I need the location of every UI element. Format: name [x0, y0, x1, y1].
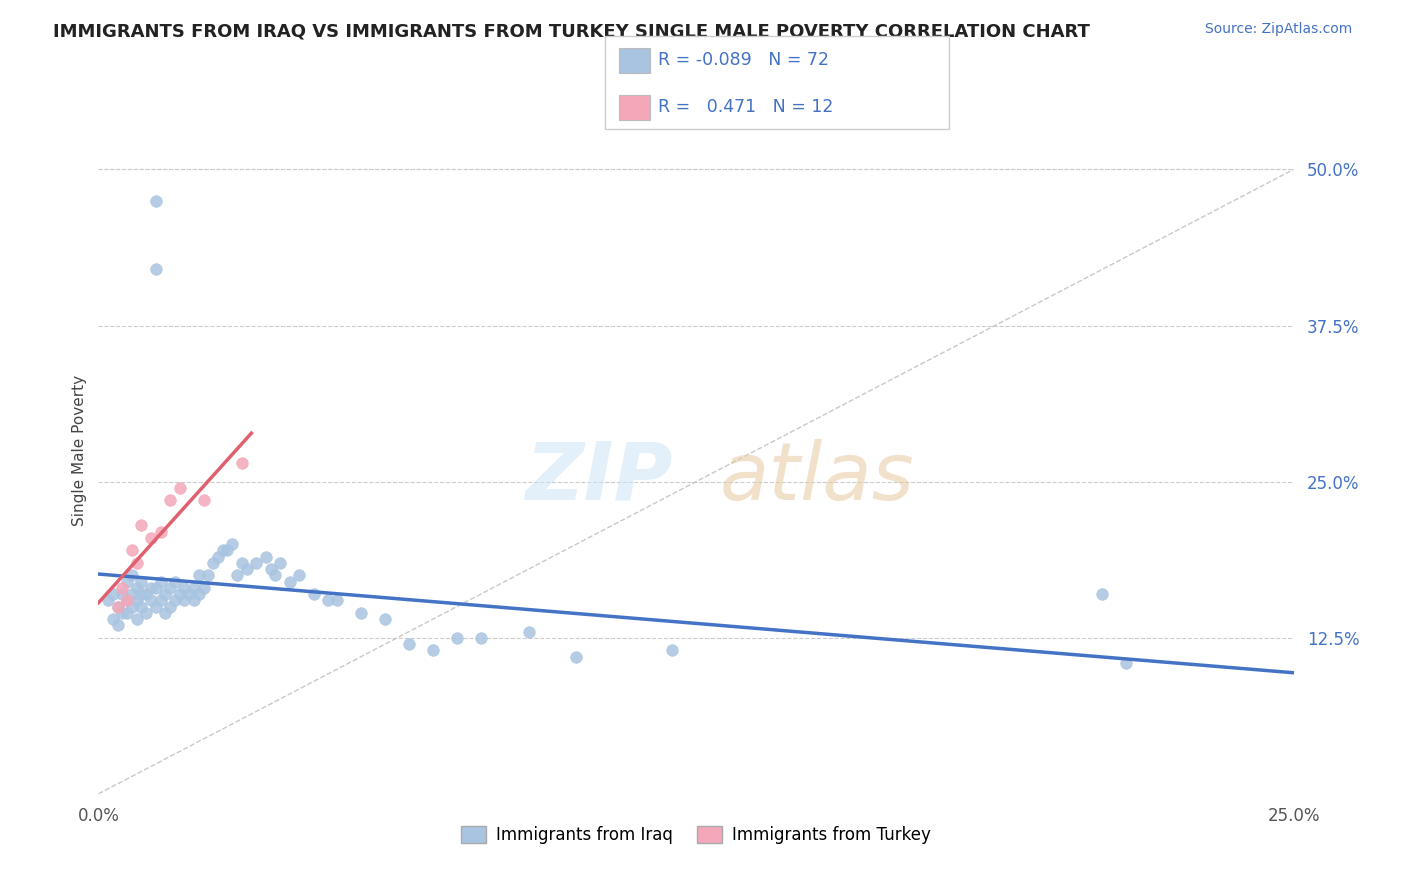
- Point: [231, 556, 253, 570]
- Point: [235, 562, 257, 576]
- Point: [470, 631, 492, 645]
- Point: [350, 606, 373, 620]
- Point: [1091, 587, 1114, 601]
- Point: [226, 568, 249, 582]
- Point: [163, 593, 186, 607]
- Point: [101, 587, 124, 601]
- Point: [193, 493, 215, 508]
- Point: [115, 574, 138, 589]
- Text: ZIP: ZIP: [524, 439, 672, 517]
- Point: [125, 593, 148, 607]
- Point: [221, 537, 243, 551]
- Point: [173, 581, 195, 595]
- Point: [231, 456, 253, 470]
- Text: R =   0.471   N = 12: R = 0.471 N = 12: [658, 98, 834, 116]
- Point: [187, 587, 209, 601]
- Point: [169, 587, 191, 601]
- Point: [288, 568, 311, 582]
- Point: [245, 556, 267, 570]
- Point: [125, 581, 148, 595]
- Point: [446, 631, 468, 645]
- Point: [97, 593, 120, 607]
- Point: [217, 543, 239, 558]
- Point: [183, 593, 205, 607]
- Point: [111, 606, 134, 620]
- Point: [259, 562, 281, 576]
- Point: [187, 568, 209, 582]
- Point: [121, 587, 143, 601]
- Point: [193, 581, 215, 595]
- Point: [149, 524, 172, 539]
- Point: [163, 574, 186, 589]
- Point: [115, 606, 138, 620]
- Text: R = -0.089   N = 72: R = -0.089 N = 72: [658, 51, 830, 69]
- Point: [173, 593, 195, 607]
- Point: [155, 606, 177, 620]
- Point: [101, 612, 124, 626]
- Point: [422, 643, 444, 657]
- Point: [121, 599, 143, 614]
- Point: [131, 587, 153, 601]
- Point: [135, 606, 157, 620]
- Point: [145, 262, 167, 277]
- Point: [115, 593, 138, 607]
- Point: [1115, 656, 1137, 670]
- Point: [131, 574, 153, 589]
- Point: [121, 543, 143, 558]
- Point: [179, 587, 201, 601]
- Y-axis label: Single Male Poverty: Single Male Poverty: [72, 375, 87, 526]
- Text: Source: ZipAtlas.com: Source: ZipAtlas.com: [1205, 22, 1353, 37]
- Point: [131, 599, 153, 614]
- Point: [159, 599, 181, 614]
- Point: [115, 593, 138, 607]
- Point: [159, 493, 181, 508]
- Point: [107, 599, 129, 614]
- Point: [145, 581, 167, 595]
- Point: [125, 612, 148, 626]
- Point: [278, 574, 301, 589]
- Point: [111, 581, 134, 595]
- Point: [139, 593, 162, 607]
- Point: [149, 574, 172, 589]
- Point: [145, 599, 167, 614]
- Point: [302, 587, 325, 601]
- Point: [135, 587, 157, 601]
- Point: [269, 556, 291, 570]
- Point: [207, 549, 229, 564]
- Point: [169, 481, 191, 495]
- Point: [264, 568, 287, 582]
- Point: [145, 194, 167, 208]
- Point: [131, 518, 153, 533]
- Point: [565, 649, 588, 664]
- Point: [374, 612, 396, 626]
- Point: [111, 587, 134, 601]
- Point: [661, 643, 683, 657]
- Point: [326, 593, 349, 607]
- Point: [202, 556, 225, 570]
- Point: [139, 531, 162, 545]
- Text: atlas: atlas: [720, 439, 915, 517]
- Point: [149, 593, 172, 607]
- Point: [107, 599, 129, 614]
- Point: [197, 568, 219, 582]
- Text: IMMIGRANTS FROM IRAQ VS IMMIGRANTS FROM TURKEY SINGLE MALE POVERTY CORRELATION C: IMMIGRANTS FROM IRAQ VS IMMIGRANTS FROM …: [53, 22, 1090, 40]
- Point: [125, 556, 148, 570]
- Point: [139, 581, 162, 595]
- Point: [155, 587, 177, 601]
- Point: [316, 593, 339, 607]
- Point: [398, 637, 420, 651]
- Point: [107, 618, 129, 632]
- Point: [159, 581, 181, 595]
- Point: [517, 624, 540, 639]
- Point: [183, 581, 205, 595]
- Point: [254, 549, 277, 564]
- Point: [211, 543, 233, 558]
- Point: [121, 568, 143, 582]
- Legend: Immigrants from Iraq, Immigrants from Turkey: Immigrants from Iraq, Immigrants from Tu…: [454, 819, 938, 851]
